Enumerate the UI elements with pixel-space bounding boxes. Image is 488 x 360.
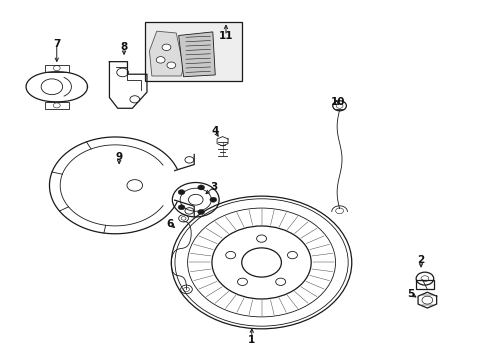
Text: 5: 5: [407, 289, 414, 299]
Bar: [415, 280, 433, 289]
Bar: [44, 102, 69, 109]
Circle shape: [209, 197, 216, 202]
Text: 9: 9: [115, 152, 122, 162]
Text: 1: 1: [248, 334, 255, 345]
Text: 6: 6: [166, 219, 174, 229]
Polygon shape: [178, 32, 215, 77]
Text: 4: 4: [211, 126, 219, 136]
Circle shape: [197, 210, 204, 215]
Text: 7: 7: [53, 40, 61, 49]
Circle shape: [162, 44, 170, 50]
Circle shape: [178, 190, 184, 195]
Circle shape: [166, 62, 175, 68]
Bar: [44, 64, 69, 72]
Polygon shape: [149, 31, 183, 76]
Circle shape: [156, 57, 164, 63]
Text: 2: 2: [417, 255, 424, 265]
Circle shape: [178, 205, 184, 210]
Circle shape: [197, 185, 204, 190]
Text: 8: 8: [120, 42, 127, 51]
Text: 3: 3: [210, 182, 217, 192]
Text: 10: 10: [330, 97, 345, 107]
Text: 11: 11: [218, 31, 233, 41]
Bar: [144, 22, 242, 81]
